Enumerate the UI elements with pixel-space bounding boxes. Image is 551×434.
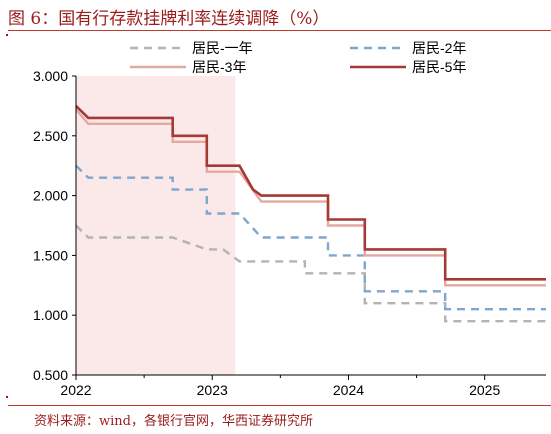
x-tick-label: 2025 [469,382,500,398]
y-tick-label: 2.500 [33,128,68,144]
x-tick-label: 2022 [60,382,91,398]
series-line-y1 [75,224,546,323]
corner-mark-bottom [6,396,8,398]
axes-layer: 0.500 1.000 1.500 2.000 2.500 3.000 2022 2023 20… [33,68,546,398]
x-tick-label: 2023 [197,382,228,398]
y-tick-label: 1.500 [33,247,68,263]
title-divider [8,30,551,31]
series-line-y5 [75,104,546,281]
legend-label-y2: 居民-2年 [412,40,466,56]
shaded-period [76,76,236,375]
source-divider [8,405,551,406]
legend-label-y3: 居民-3年 [192,59,246,75]
y-tick-label: 1.000 [33,307,68,323]
x-tick-label: 2024 [333,382,364,398]
y-tick-label: 0.500 [33,367,68,383]
figure-title: 图 6：国有行存款挂牌利率连续调降（%） [8,9,330,29]
corner-mark [6,34,8,36]
series-layer [75,104,546,323]
series-line-y2 [75,164,546,311]
y-tick-label: 3.000 [33,68,68,84]
y-tick-label: 2.000 [33,188,68,204]
legend-label-y5: 居民-5年 [412,59,466,75]
source-note: 资料来源：wind，各银行官网，华西证券研究所 [34,414,313,429]
legend-label-y1: 居民-一年 [192,40,253,56]
